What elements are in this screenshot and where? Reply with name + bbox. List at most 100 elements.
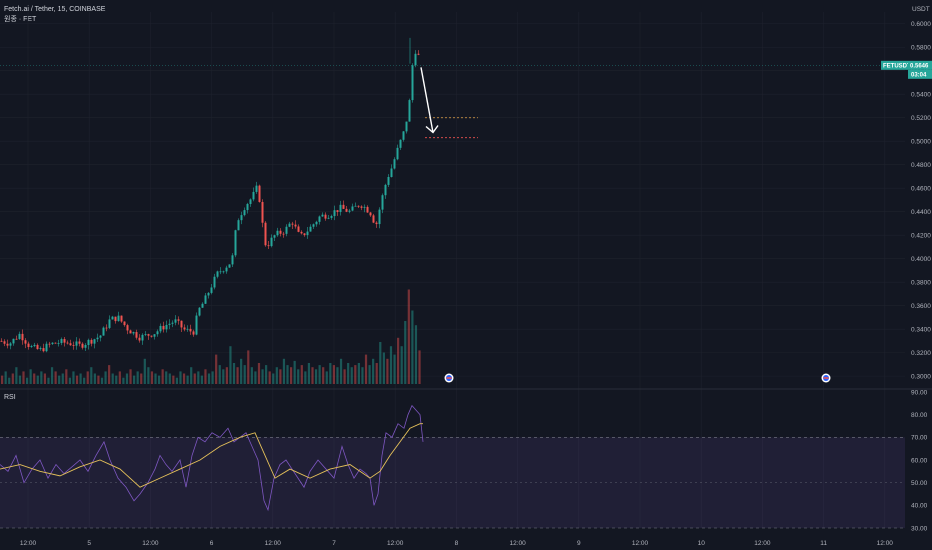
candle-body — [33, 344, 36, 347]
time-tick-label: 11 — [820, 540, 827, 547]
target-levels — [425, 117, 478, 139]
volume-bar — [325, 371, 328, 384]
candle-body — [54, 342, 57, 344]
rsi-ma-line — [0, 423, 423, 488]
volume-bar — [322, 367, 325, 384]
candle-body — [357, 205, 360, 207]
volume-bar — [222, 369, 225, 384]
volume-bar — [207, 373, 211, 384]
candle-body — [108, 319, 111, 328]
candle-body — [417, 53, 420, 55]
volume-bar — [104, 371, 107, 384]
candle-body — [222, 271, 225, 273]
time-tick-label: 12:00 — [877, 540, 894, 547]
candle-body — [18, 333, 21, 339]
candle-body — [138, 337, 141, 341]
grid — [0, 12, 905, 528]
candle-body — [105, 327, 108, 329]
volume-bar — [47, 377, 50, 384]
volume-bar — [22, 371, 25, 384]
volume-bar — [318, 365, 321, 384]
volume-bar — [389, 346, 393, 384]
candle-body — [0, 340, 3, 342]
volume-bar — [350, 367, 353, 384]
volume-bar — [186, 375, 189, 384]
rsi-tick-label: 90.00 — [911, 389, 928, 396]
event-flag-icon[interactable] — [444, 373, 454, 383]
volume-bar — [400, 346, 403, 384]
candle-body — [360, 206, 363, 208]
candle-body — [333, 210, 336, 217]
event-flag-icon[interactable] — [821, 373, 831, 383]
volume-bar — [257, 363, 261, 384]
volume-bar — [272, 373, 275, 384]
time-axis[interactable]: 12:00 5 12:00 6 12:00 7 12:00 8 12:00 9 12:00 10 12:… — [20, 540, 893, 547]
volume-bar — [386, 358, 389, 384]
candle-body — [348, 210, 351, 212]
price-tick-label: 0.3200 — [911, 350, 931, 357]
rsi-tick-label: 40.00 — [911, 503, 928, 510]
candle-body — [396, 147, 399, 160]
candle-body — [261, 201, 264, 223]
candle-body — [216, 271, 219, 277]
volume-bar — [236, 367, 239, 384]
price-tick-label: 0.4800 — [911, 162, 931, 169]
volume-bar — [36, 375, 39, 384]
volume-bar — [339, 358, 343, 384]
candle-body — [168, 323, 171, 325]
volume-bar — [311, 367, 314, 384]
candle-body — [189, 328, 192, 332]
price-tick-label: 0.5400 — [911, 92, 931, 99]
rsi-tick-label: 60.00 — [911, 457, 928, 464]
volume-bar — [357, 363, 360, 384]
volume-bar — [40, 371, 43, 384]
candle-body — [51, 342, 54, 344]
candle-body — [225, 267, 228, 272]
volume-bar — [300, 365, 303, 384]
arrow-shaft — [420, 67, 434, 133]
volume-bar — [18, 375, 22, 384]
candle-body — [369, 212, 372, 216]
rsi-axis[interactable]: 90.00 80.00 70.00 60.00 50.00 40.00 30.00 — [911, 389, 928, 532]
rsi-tick-label: 80.00 — [911, 412, 928, 419]
volume-bar — [168, 373, 171, 384]
volume-bar — [382, 352, 385, 384]
candle-body — [321, 214, 324, 217]
volume-bar — [165, 371, 168, 384]
price-tick-label: 0.6000 — [911, 21, 931, 28]
candle-body — [30, 346, 33, 348]
candle-body — [114, 316, 117, 322]
volume-bar — [393, 354, 396, 384]
candle-body — [63, 339, 66, 343]
volume-bar — [404, 321, 407, 384]
volume-bar — [4, 371, 7, 384]
candle-body — [273, 235, 276, 238]
candle-body — [126, 325, 129, 331]
candle-body — [240, 215, 243, 221]
symbol-subtitle: 원종 · FET — [4, 14, 37, 23]
rsi-tick-label: 70.00 — [911, 435, 928, 442]
currency-label: USDT — [912, 6, 930, 13]
volume-bar — [72, 371, 75, 384]
candle-body — [339, 204, 342, 212]
candle-body — [147, 334, 150, 336]
candle-body — [102, 327, 105, 336]
candle-body — [294, 224, 297, 227]
candle-body — [342, 204, 345, 209]
price-axis[interactable]: 0.60000.58000.56000.54000.52000.50000.48… — [911, 21, 931, 380]
candle-body — [393, 159, 396, 169]
time-tick-label: 12:00 — [509, 540, 526, 547]
volume-bar — [329, 363, 332, 384]
candle-body — [276, 230, 279, 236]
symbol-title[interactable]: Fetch.ai / Tether, 15, COINBASE — [4, 6, 106, 13]
candle-body — [135, 332, 138, 338]
volume-bar — [200, 375, 203, 384]
volume-bar — [297, 369, 300, 384]
candle-body — [75, 341, 78, 346]
candle-body — [87, 339, 90, 346]
time-tick-label: 6 — [210, 540, 214, 547]
price-tag-countdown: 03:04 — [911, 72, 927, 78]
volume-bar — [275, 367, 278, 384]
